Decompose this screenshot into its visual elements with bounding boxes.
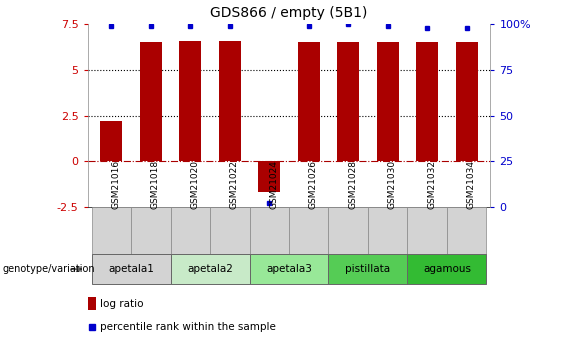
Text: GSM21020: GSM21020 [190,160,199,209]
FancyBboxPatch shape [328,207,368,254]
Bar [298,42,320,161]
FancyBboxPatch shape [171,207,210,254]
FancyBboxPatch shape [171,254,250,284]
Bar [140,42,162,161]
FancyBboxPatch shape [407,254,486,284]
Bar [101,121,122,161]
Text: apetala1: apetala1 [108,264,154,274]
Bar [180,41,201,161]
Text: GSM21032: GSM21032 [427,160,436,209]
Text: GSM21018: GSM21018 [151,160,160,209]
Text: GSM21024: GSM21024 [270,160,278,209]
Bar [456,42,477,161]
Text: apetala2: apetala2 [187,264,233,274]
Text: GSM21028: GSM21028 [348,160,357,209]
Bar [416,42,438,161]
Bar [88,297,97,310]
FancyBboxPatch shape [328,254,407,284]
FancyBboxPatch shape [250,254,328,284]
FancyBboxPatch shape [92,254,171,284]
FancyBboxPatch shape [368,207,407,254]
FancyBboxPatch shape [92,207,131,254]
Text: log ratio: log ratio [99,298,143,308]
Text: percentile rank within the sample: percentile rank within the sample [99,322,276,332]
Text: GSM21026: GSM21026 [308,160,318,209]
FancyBboxPatch shape [289,207,328,254]
Text: GSM21030: GSM21030 [388,160,397,209]
Title: GDS866 / empty (5B1): GDS866 / empty (5B1) [210,6,368,20]
Bar [337,42,359,161]
FancyBboxPatch shape [447,207,486,254]
FancyBboxPatch shape [131,207,171,254]
Text: agamous: agamous [423,264,471,274]
Bar [377,42,398,161]
Text: GSM21034: GSM21034 [467,160,476,209]
Text: pistillata: pistillata [345,264,390,274]
Text: genotype/variation: genotype/variation [3,264,95,274]
FancyBboxPatch shape [407,207,447,254]
Bar [219,41,241,161]
Text: apetala3: apetala3 [266,264,312,274]
FancyBboxPatch shape [250,207,289,254]
Bar [258,161,280,193]
Text: GSM21016: GSM21016 [111,160,120,209]
Text: GSM21022: GSM21022 [230,160,239,209]
FancyBboxPatch shape [210,207,250,254]
